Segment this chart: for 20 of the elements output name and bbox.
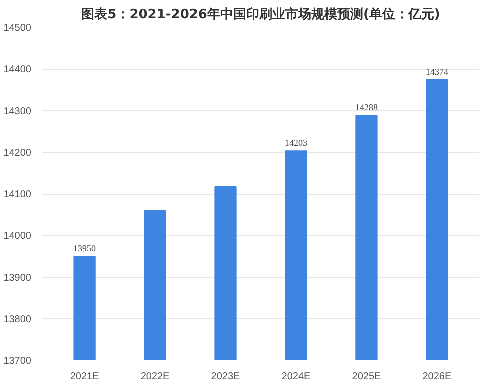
x-tick-label: 2024E [282, 372, 312, 382]
x-tick-label: 2022E [140, 372, 170, 382]
data-label: 14288 [355, 102, 378, 113]
y-tick-label: 13800 [4, 314, 32, 326]
x-tick-label: 2026E [422, 372, 452, 382]
y-tick-label: 13700 [4, 356, 32, 367]
x-tick-label: 2025E [352, 372, 382, 382]
data-label: 14374 [426, 66, 449, 77]
y-tick-label: 14500 [4, 23, 32, 34]
y-tick-label: 14300 [4, 106, 32, 118]
y-tick-label: 13900 [4, 272, 32, 284]
data-label: 13950 [74, 243, 97, 254]
y-tick-label: 14400 [4, 64, 32, 76]
y-tick-label: 14100 [4, 190, 32, 200]
y-tick-label: 14000 [4, 231, 32, 242]
x-tick-label: 2023E [211, 372, 241, 382]
x-tick-label: 2021E [70, 372, 100, 382]
y-tick-label: 14200 [4, 148, 32, 159]
data-label: 14203 [284, 138, 308, 148]
chart-title: 图表5：2021-2026年中国印刷业市场规模预测(单位：亿元) [82, 6, 440, 22]
